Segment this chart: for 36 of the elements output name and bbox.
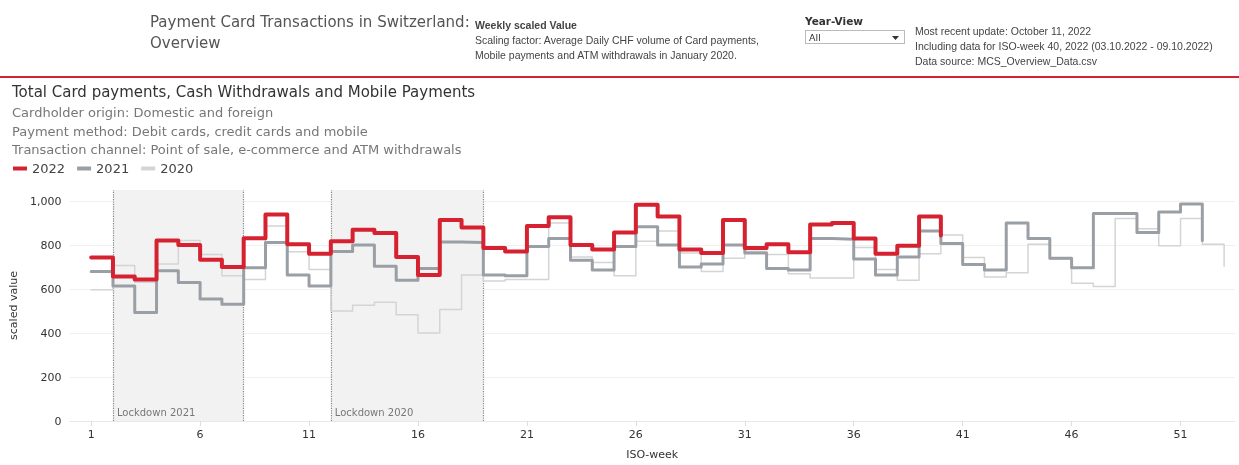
y-tick-label: 0 — [54, 414, 62, 428]
x-tick-label: 6 — [196, 428, 204, 441]
x-tick-label: 36 — [846, 428, 861, 441]
y-tick-label: 1,000 — [29, 194, 62, 208]
band-label: Lockdown 2021 — [116, 406, 196, 418]
text: Year-View — [805, 15, 863, 27]
text: Payment method: Debit cards, credit cards and mobile — [12, 123, 368, 139]
legend-label: 2022 — [32, 161, 66, 176]
legend-label: 2021 — [96, 161, 130, 176]
x-tick-label: 51 — [1173, 428, 1188, 441]
x-tick-label: 16 — [410, 428, 425, 441]
text: Transaction channel: Point of sale, e-commerce and ATM withdrawals — [12, 142, 462, 157]
band-label: Lockdown 2020 — [334, 406, 414, 418]
text: Cardholder origin: Domestic and foreign — [12, 105, 274, 120]
x-tick-label: 21 — [519, 428, 534, 441]
y-tick-label: 600 — [40, 282, 62, 296]
legend-label: 2020 — [160, 161, 194, 176]
chart-subtitle: Total Card payments, Cash Withdrawals and Mobile Payments — [12, 83, 476, 101]
y-tick-label: 800 — [40, 238, 62, 252]
x-tick-label: 26 — [628, 428, 643, 441]
source-note: Data source: MCS_Overview_Data.csv — [915, 55, 1098, 67]
y-axis-title: scaled value — [7, 270, 20, 340]
chart-title: Payment Card Transactions in Switzerland: Overview — [150, 13, 470, 52]
text: Weekly scaled Value — [475, 19, 577, 31]
x-tick-label: 41 — [955, 428, 970, 441]
y-tick-label: 400 — [40, 326, 62, 340]
text: Most recent update: October 11, 2022 — [915, 25, 1092, 37]
x-tick-label: 31 — [737, 428, 752, 441]
text: All — [809, 32, 821, 43]
x-axis-title: ISO-week — [626, 448, 679, 461]
text: Including data for ISO-week 40, 2022 (03.10.2022 - 09.10.2022) — [915, 40, 1213, 52]
x-tick-label: 11 — [302, 428, 317, 441]
text: Scaling factor: Average Daily CHF volume of Card payments, Mobile payments and ATM withdrawals in January 2020. — [475, 34, 760, 61]
y-tick-label: 200 — [40, 370, 62, 384]
x-tick-label: 46 — [1064, 428, 1079, 441]
x-tick-label: 1 — [87, 428, 95, 441]
